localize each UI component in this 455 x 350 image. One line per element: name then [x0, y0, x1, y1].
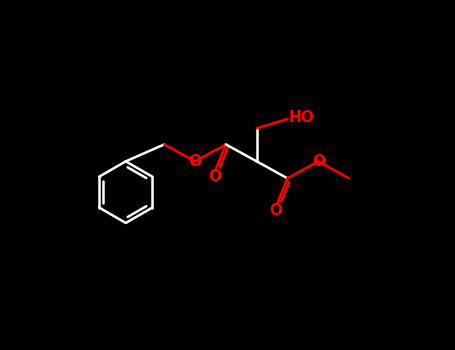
- Text: HO: HO: [288, 110, 314, 125]
- Text: O: O: [188, 154, 202, 169]
- Text: O: O: [208, 169, 221, 184]
- Text: O: O: [312, 154, 325, 169]
- Text: O: O: [269, 203, 283, 218]
